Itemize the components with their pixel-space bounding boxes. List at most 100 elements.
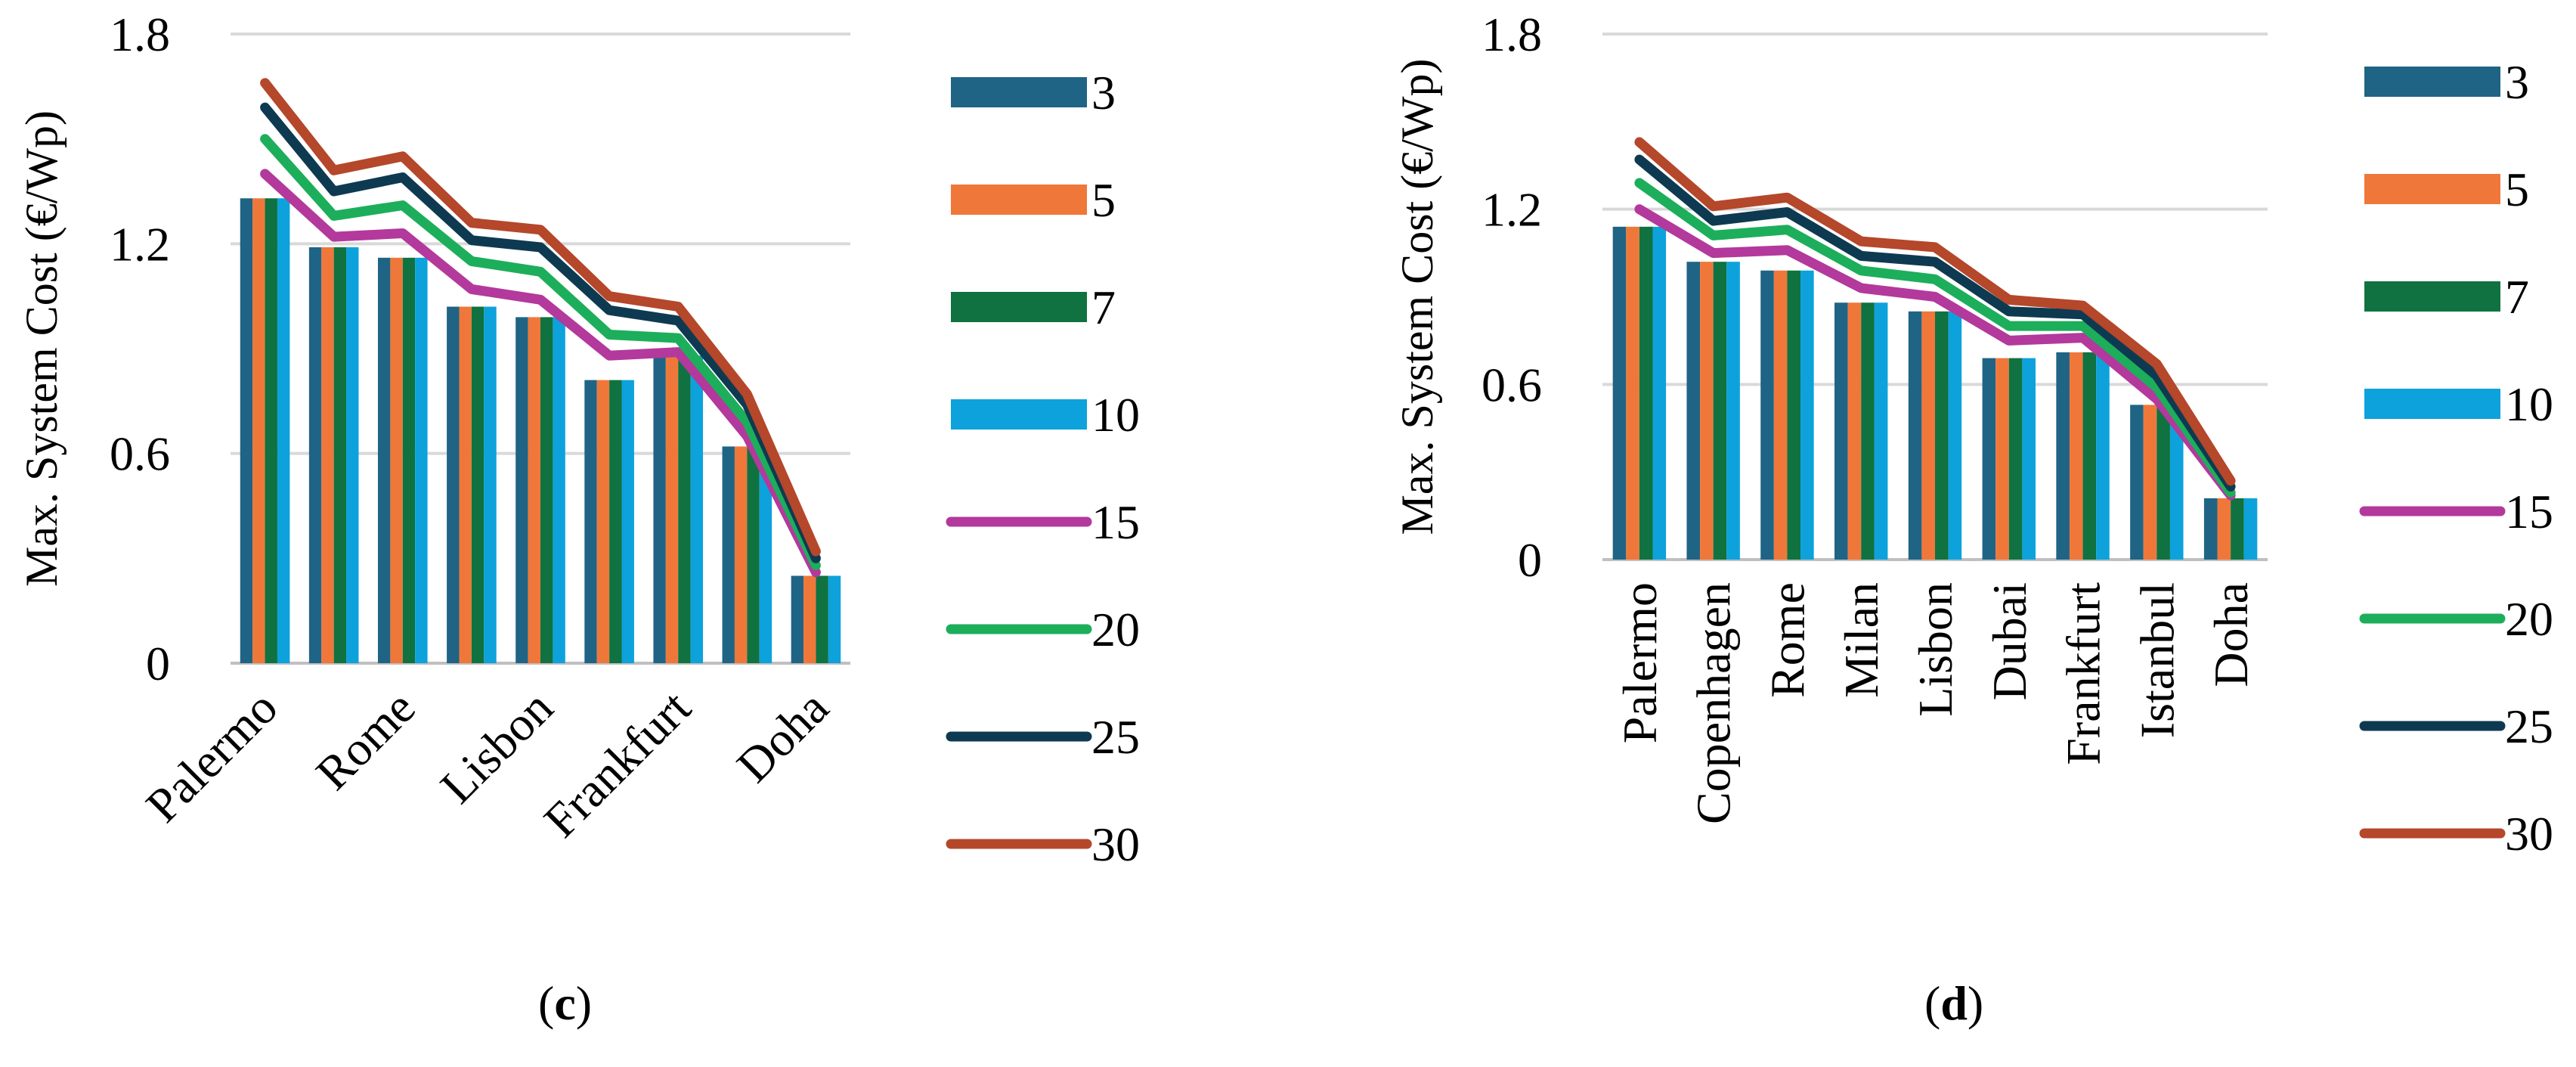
bar-3-1 [1686, 262, 1701, 560]
bar-5-6 [665, 355, 679, 663]
x-tick-label: Doha [2204, 582, 2258, 687]
bar-3-6 [2056, 352, 2070, 560]
bar-7-8 [2231, 498, 2244, 560]
bar-3-0 [1612, 226, 1627, 560]
bar-10-1 [346, 247, 359, 663]
legend-label-10: 10 [2505, 377, 2553, 431]
legend-label-10: 10 [1091, 388, 1140, 442]
panel-caption-c: (c) [538, 976, 593, 1030]
bar-5-1 [321, 247, 334, 663]
y-axis-label: Max. System Cost (€/Wp) [17, 110, 67, 587]
line-series-25 [260, 102, 821, 563]
bar-7-3 [1861, 302, 1875, 560]
legend-swatch-5 [951, 185, 1087, 215]
bar-10-5 [621, 380, 634, 663]
bar-7-4 [540, 317, 553, 663]
bar-5-3 [1847, 302, 1862, 560]
bar-3-8 [791, 575, 804, 663]
x-tick-label: Frankfurt [2057, 582, 2110, 765]
bar-10-1 [1726, 262, 1740, 560]
line-series-20 [260, 134, 821, 571]
bar-10-8 [828, 575, 841, 663]
bar-3-7 [2130, 405, 2144, 560]
bar-5-5 [596, 380, 610, 663]
legend-label-25: 25 [1091, 710, 1140, 764]
bar-3-2 [377, 257, 391, 663]
bar-10-4 [1948, 311, 1962, 560]
bar-7-1 [333, 247, 347, 663]
bar-3-4 [516, 317, 528, 663]
legend-label-5: 5 [1091, 173, 1116, 227]
y-tick-label: 1.2 [110, 217, 170, 271]
x-tick-label: Dubai [1983, 582, 2036, 700]
y-tick-label: 0 [1518, 533, 1542, 587]
bar-7-5 [609, 380, 622, 663]
x-tick-label: Palermo [1613, 582, 1667, 743]
bar-3-5 [1982, 358, 1996, 560]
bar-3-2 [1760, 270, 1774, 560]
bar-7-3 [471, 306, 485, 663]
bar-3-5 [584, 380, 597, 663]
x-tick-label: Istanbul [2130, 582, 2184, 738]
bar-5-7 [734, 446, 748, 663]
bar-10-7 [759, 446, 772, 663]
bar-5-4 [1921, 311, 1935, 560]
bar-5-4 [528, 317, 540, 663]
bar-7-6 [678, 355, 691, 663]
y-tick-label: 0.6 [110, 427, 170, 481]
bar-10-5 [2022, 358, 2036, 560]
bar-5-2 [1773, 270, 1788, 560]
bar-7-0 [265, 198, 277, 663]
legend-label-3: 3 [1091, 66, 1116, 119]
bar-5-8 [2217, 498, 2231, 560]
bar-7-4 [1935, 311, 1949, 560]
bar-7-6 [2082, 352, 2097, 560]
bar-5-0 [252, 198, 265, 663]
legend-swatch-7 [951, 292, 1087, 322]
bar-7-5 [2008, 358, 2023, 560]
legend-label-20: 20 [1091, 603, 1140, 656]
legend-swatch-10 [2364, 389, 2500, 419]
legend-swatch-3 [2364, 67, 2500, 97]
legend-label-25: 25 [2505, 699, 2553, 753]
bar-10-0 [277, 198, 290, 663]
bar-7-1 [1713, 262, 1727, 560]
bar-10-7 [2169, 405, 2184, 560]
bar-5-0 [1626, 226, 1639, 560]
y-tick-label: 1.8 [110, 8, 170, 61]
x-tick-label: Milan [1834, 582, 1888, 698]
legend-swatch-7 [2364, 281, 2500, 312]
bar-3-8 [2203, 498, 2218, 560]
line-series-25 [1634, 154, 2236, 492]
x-tick-label: Lisbon [1909, 582, 1962, 717]
bar-3-3 [1834, 302, 1848, 560]
bar-7-2 [402, 257, 416, 663]
y-axis-label: Max. System Cost (€/Wp) [1392, 59, 1442, 535]
bar-7-7 [747, 446, 760, 663]
y-tick-label: 0.6 [1482, 358, 1542, 411]
legend-label-7: 7 [2505, 270, 2529, 324]
line-series-30 [1634, 137, 2236, 486]
bar-10-8 [2243, 498, 2258, 560]
bar-5-6 [2069, 352, 2083, 560]
chart-panel-c: 0 0.6 1.2 1.8 Max. System Cost (€/Wp) Palermo… [17, 8, 1140, 871]
bar-10-6 [2096, 352, 2110, 560]
legend-label-7: 7 [1091, 281, 1116, 334]
bar-7-8 [816, 575, 828, 663]
y-tick-label: 1.2 [1482, 183, 1542, 237]
line-series-15 [260, 169, 821, 578]
bar-10-3 [484, 306, 497, 663]
bar-10-6 [690, 355, 704, 663]
bar-7-0 [1639, 226, 1653, 560]
bar-10-4 [553, 317, 565, 663]
bar-10-2 [1800, 270, 1814, 560]
line-series-30 [260, 78, 821, 557]
bar-5-8 [803, 575, 816, 663]
bar-3-0 [240, 198, 253, 663]
x-tick-label: Rome [305, 681, 425, 800]
bar-3-6 [653, 355, 666, 663]
bar-3-7 [722, 446, 735, 663]
bar-5-2 [390, 257, 403, 663]
legend-label-15: 15 [1091, 495, 1140, 549]
legend-label-30: 30 [1091, 817, 1140, 871]
